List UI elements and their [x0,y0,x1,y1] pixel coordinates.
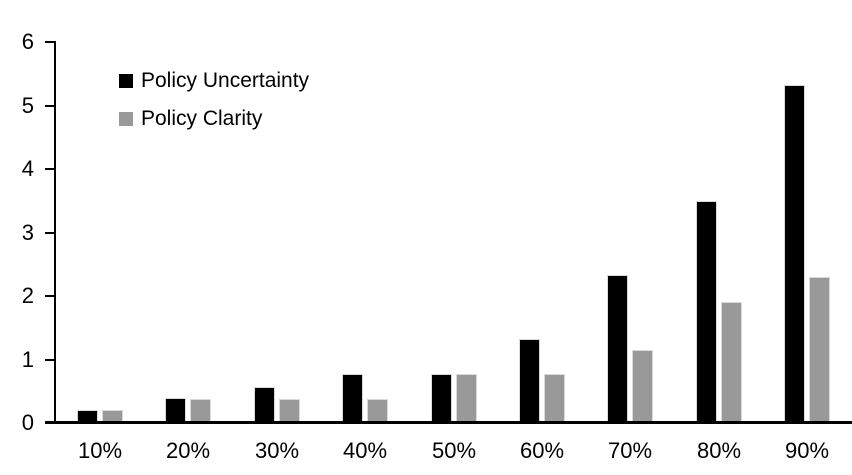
y-tick-label-0: 0 [21,410,34,435]
legend-label-policy-clarity: Policy Clarity [141,107,263,130]
bar-policy-clarity-60% [544,374,565,423]
bar-policy-clarity-30% [279,399,300,423]
bar-policy-uncertainty-70% [607,275,628,423]
y-tick-label-3: 3 [21,220,34,245]
legend-item-policy-clarity: Policy Clarity [119,106,262,131]
x-tick-label-30%: 30% [254,438,300,463]
x-tick-label-80%: 80% [696,438,742,463]
bar-policy-uncertainty-60% [519,339,540,423]
x-tick-label-40%: 40% [342,438,388,463]
bar-policy-clarity-20% [190,399,211,423]
legend-item-policy-uncertainty: Policy Uncertainty [119,68,309,93]
bar-policy-uncertainty-20% [165,398,186,423]
y-tick-5 [45,105,55,107]
legend-swatch-policy-clarity [119,111,133,126]
x-tick-label-90%: 90% [784,438,830,463]
legend-label-policy-uncertainty: Policy Uncertainty [141,69,310,92]
y-tick-label-6: 6 [21,29,34,54]
bar-policy-uncertainty-30% [254,387,275,423]
bar-policy-uncertainty-50% [431,374,452,423]
bar-policy-clarity-80% [721,302,742,423]
x-axis-line [45,421,852,424]
y-tick-label-2: 2 [21,283,34,308]
x-tick-label-70%: 70% [607,438,653,463]
x-tick-label-10%: 10% [77,438,123,463]
y-tick-label-4: 4 [21,156,34,181]
bar-policy-clarity-40% [367,399,388,423]
y-tick-3 [45,232,55,234]
bar-policy-clarity-70% [632,350,653,423]
bar-policy-uncertainty-40% [342,374,363,423]
y-tick-label-5: 5 [21,93,34,118]
x-tick-label-60%: 60% [519,438,565,463]
y-tick-1 [45,359,55,361]
y-tick-6 [45,41,55,43]
bar-policy-uncertainty-90% [784,85,805,423]
legend-swatch-policy-uncertainty [119,73,133,88]
y-tick-label-1: 1 [21,347,34,372]
x-tick-label-20%: 20% [165,438,211,463]
bar-policy-uncertainty-80% [696,201,717,423]
y-tick-4 [45,168,55,170]
bar-policy-clarity-50% [456,374,477,423]
y-tick-2 [45,295,55,297]
bar-policy-clarity-90% [809,277,830,423]
y-axis-line [54,41,56,424]
x-tick-label-50%: 50% [431,438,477,463]
